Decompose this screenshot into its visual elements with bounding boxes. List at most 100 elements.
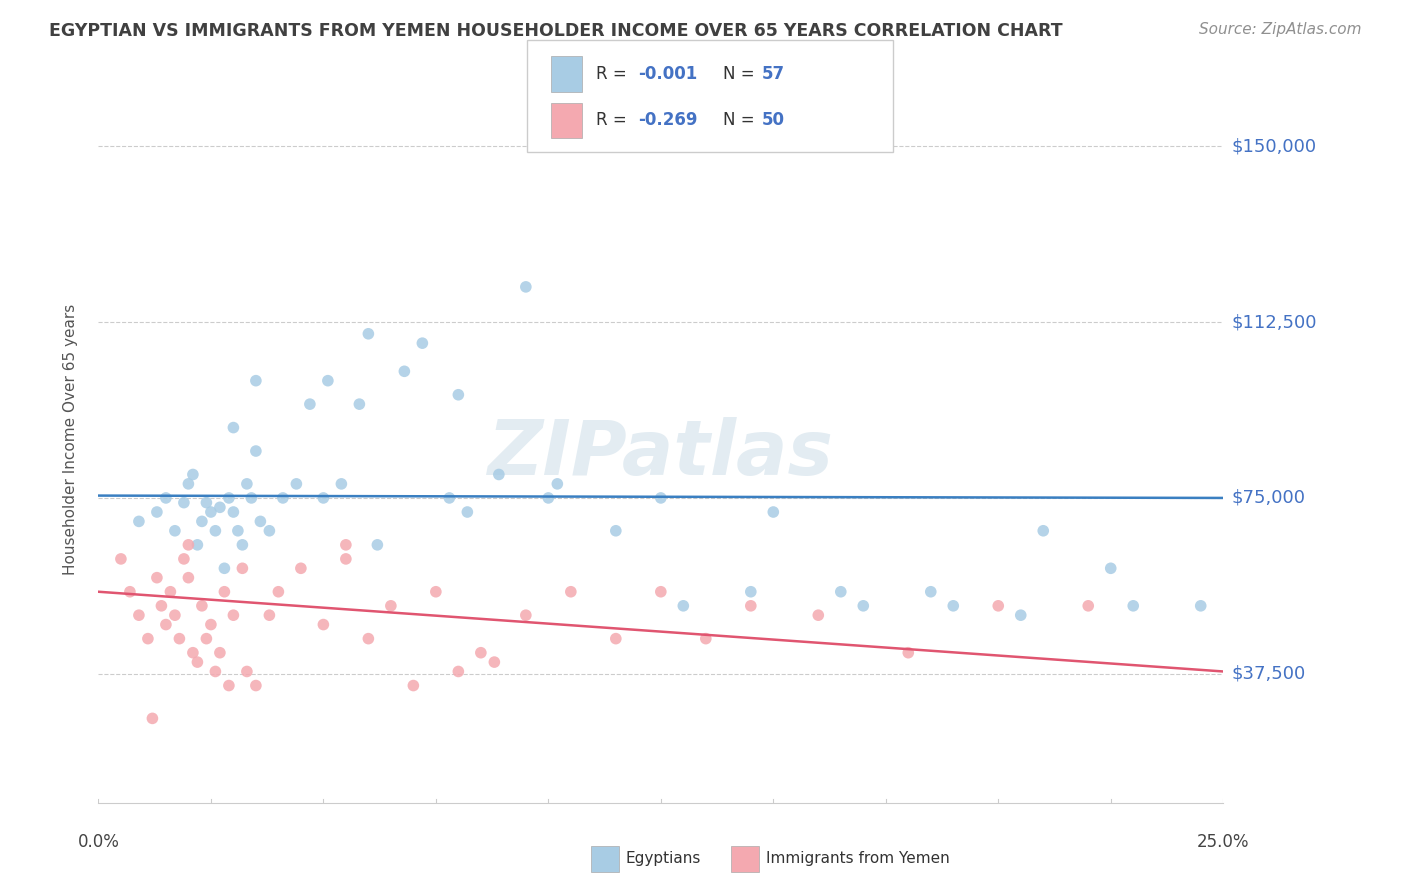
Point <box>488 467 510 482</box>
Point <box>195 632 218 646</box>
Point <box>186 538 208 552</box>
Point <box>200 505 222 519</box>
Point <box>1032 524 1054 538</box>
Point <box>155 491 177 505</box>
Text: $112,500: $112,500 <box>1232 313 1317 331</box>
Point <box>515 280 537 294</box>
Point <box>1099 561 1122 575</box>
Point <box>271 491 294 505</box>
Point <box>447 388 470 402</box>
Point <box>159 584 181 599</box>
Point <box>173 552 195 566</box>
Point <box>231 561 253 575</box>
Point <box>316 374 339 388</box>
Point <box>128 608 150 623</box>
Point <box>942 599 965 613</box>
Point <box>191 515 214 529</box>
Text: Egyptians: Egyptians <box>626 852 702 866</box>
Point <box>163 524 186 538</box>
Text: -0.001: -0.001 <box>638 65 697 83</box>
Point <box>155 617 177 632</box>
Point <box>173 495 195 509</box>
Point <box>394 364 416 378</box>
Point <box>204 665 226 679</box>
Y-axis label: Householder Income Over 65 years: Householder Income Over 65 years <box>63 303 77 575</box>
Text: ZIPatlas: ZIPatlas <box>488 417 834 491</box>
Point <box>402 679 425 693</box>
Text: R =: R = <box>596 112 633 129</box>
Point <box>366 538 388 552</box>
Text: N =: N = <box>723 65 759 83</box>
Point <box>695 632 717 646</box>
Point <box>1189 599 1212 613</box>
Point <box>439 491 461 505</box>
Text: $75,000: $75,000 <box>1232 489 1306 507</box>
Point <box>290 561 312 575</box>
Point <box>222 420 245 434</box>
Point <box>222 608 245 623</box>
Point <box>762 505 785 519</box>
Point <box>136 632 159 646</box>
Text: Source: ZipAtlas.com: Source: ZipAtlas.com <box>1198 22 1361 37</box>
Point <box>349 397 371 411</box>
Point <box>214 584 236 599</box>
Point <box>200 617 222 632</box>
Point <box>208 646 231 660</box>
Point <box>141 711 163 725</box>
Point <box>177 476 200 491</box>
Point <box>425 584 447 599</box>
Point <box>240 491 263 505</box>
Point <box>546 476 568 491</box>
Point <box>335 552 357 566</box>
Point <box>605 632 627 646</box>
Point <box>411 336 433 351</box>
Point <box>672 599 695 613</box>
Point <box>1077 599 1099 613</box>
Point <box>330 476 353 491</box>
Point <box>447 665 470 679</box>
Point <box>357 326 380 341</box>
Text: 50: 50 <box>762 112 785 129</box>
Text: 25.0%: 25.0% <box>1197 833 1250 851</box>
Point <box>560 584 582 599</box>
Point <box>380 599 402 613</box>
Point <box>852 599 875 613</box>
Point <box>177 571 200 585</box>
Point <box>169 632 191 646</box>
Point <box>605 524 627 538</box>
Point <box>191 599 214 613</box>
Point <box>357 632 380 646</box>
Point <box>650 491 672 505</box>
Point <box>195 495 218 509</box>
Point <box>204 524 226 538</box>
Point <box>470 646 492 660</box>
Point <box>146 505 169 519</box>
Point <box>740 599 762 613</box>
Point <box>226 524 249 538</box>
Point <box>650 584 672 599</box>
Point <box>177 538 200 552</box>
Text: R =: R = <box>596 65 633 83</box>
Point <box>259 608 281 623</box>
Point <box>231 538 253 552</box>
Point <box>259 524 281 538</box>
Point <box>1122 599 1144 613</box>
Point <box>222 505 245 519</box>
Point <box>537 491 560 505</box>
Point <box>186 655 208 669</box>
Text: 0.0%: 0.0% <box>77 833 120 851</box>
Point <box>181 467 204 482</box>
Text: 57: 57 <box>762 65 785 83</box>
Point <box>236 476 259 491</box>
Point <box>987 599 1010 613</box>
Point <box>128 515 150 529</box>
Point <box>218 679 240 693</box>
Point <box>245 444 267 458</box>
Point <box>920 584 942 599</box>
Point <box>312 617 335 632</box>
Point <box>312 491 335 505</box>
Point <box>118 584 141 599</box>
Point <box>163 608 186 623</box>
Point <box>830 584 852 599</box>
Point <box>740 584 762 599</box>
